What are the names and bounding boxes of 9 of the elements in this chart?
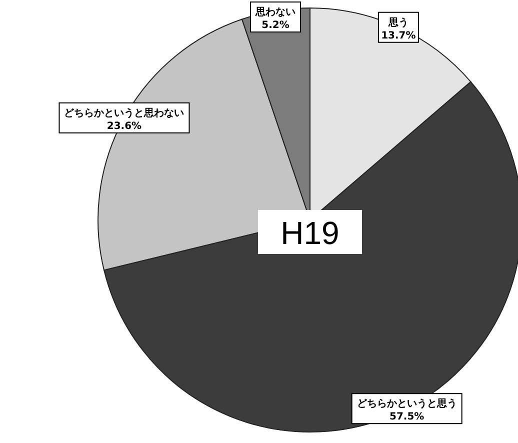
data-label: 57.5% (389, 412, 424, 423)
slice-label: 思わない (254, 6, 296, 18)
data-label: 13.7% (381, 30, 416, 42)
data-label: 23.6% (106, 120, 142, 132)
slice-label: どちらかというと思わない (64, 106, 184, 119)
data-label: 5.2% (262, 20, 290, 31)
slice-label: 思う (387, 16, 408, 28)
slice-label: どちらかというと思う (356, 398, 457, 410)
text: H19 (280, 215, 340, 251)
